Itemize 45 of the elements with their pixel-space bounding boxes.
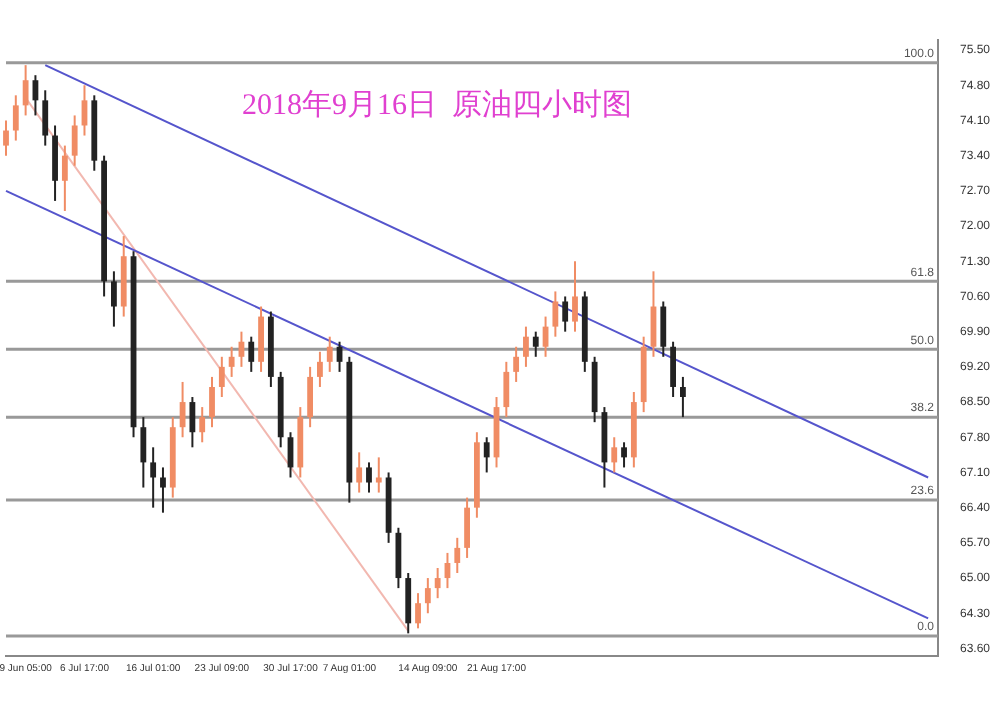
- candlestick: [209, 375, 215, 429]
- candlestick: [523, 325, 529, 368]
- candlestick: [395, 526, 402, 590]
- candlestick: [228, 345, 235, 378]
- candlestick: [562, 295, 569, 333]
- candlestick: [140, 416, 147, 489]
- candlestick: [660, 300, 667, 358]
- candlestick: [307, 365, 314, 429]
- candlestick: [111, 270, 117, 328]
- candlestick: [61, 144, 68, 212]
- candlestick: [150, 446, 157, 509]
- candlestick: [552, 290, 559, 338]
- candlestick: [52, 124, 58, 202]
- candlestick: [248, 335, 255, 373]
- candlestick: [160, 466, 166, 514]
- candlestick: [679, 375, 686, 419]
- candlestick: [464, 496, 470, 559]
- text: 2018年9月16日 原油四小时图: [242, 87, 632, 122]
- candlestick: [415, 592, 421, 630]
- candlestick: [670, 340, 677, 399]
- candlestick: [513, 345, 520, 383]
- candlestick: [366, 461, 372, 494]
- candlestick: [258, 305, 264, 373]
- candlestick: [42, 89, 49, 147]
- candlestick: [12, 94, 19, 142]
- candlestick: [503, 360, 510, 419]
- candlestick: [454, 536, 461, 575]
- candlestick: [572, 260, 578, 333]
- candlestick: [611, 436, 618, 474]
- candlestick: [317, 350, 323, 388]
- candlestick: [375, 456, 382, 494]
- candlestick: [424, 577, 431, 615]
- candlestick: [532, 330, 539, 358]
- candlestick: [199, 406, 206, 444]
- candlestick: [405, 572, 412, 635]
- candlestick: [326, 335, 333, 373]
- candlestick: [3, 119, 9, 157]
- candlestick: [189, 396, 196, 449]
- candlestick: [218, 355, 225, 399]
- candlestick: [483, 436, 490, 474]
- candlestick: [22, 64, 29, 117]
- candlestick: [356, 451, 363, 494]
- candlestick: [434, 567, 441, 600]
- candlestick: [621, 441, 627, 469]
- candlestick: [71, 114, 78, 167]
